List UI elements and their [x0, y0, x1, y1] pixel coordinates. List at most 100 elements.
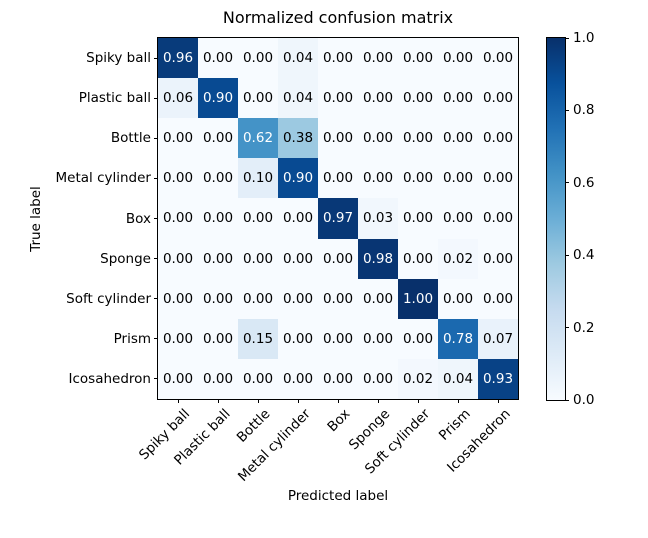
x-tick-mark [337, 399, 339, 403]
y-tick-mark [154, 97, 158, 99]
matrix-cell: 0.00 [358, 158, 398, 199]
matrix-cell: 0.00 [198, 278, 238, 319]
matrix-cell: 0.90 [278, 158, 318, 199]
matrix-cell: 0.00 [478, 198, 518, 239]
matrix-cell: 0.00 [158, 198, 198, 239]
matrix-cell: 0.00 [238, 358, 278, 399]
matrix-cell: 0.00 [478, 38, 518, 79]
matrix-cell: 0.00 [278, 358, 318, 399]
matrix-cell: 0.00 [238, 38, 278, 79]
matrix-cell: 0.00 [398, 78, 438, 119]
matrix-cell: 0.93 [478, 358, 518, 399]
y-tick-label: Icosahedron [68, 370, 151, 387]
matrix-cell: 0.00 [478, 278, 518, 319]
matrix-cell: 0.00 [358, 38, 398, 79]
y-tick-label: Spiky ball [86, 50, 151, 67]
matrix-cell: 0.00 [478, 238, 518, 279]
y-tick-mark [154, 218, 158, 219]
y-tick-mark [154, 338, 158, 340]
matrix-cell: 0.00 [318, 238, 358, 279]
matrix-cell: 0.00 [278, 278, 318, 319]
x-tick-label-text: Box [324, 406, 354, 436]
colorbar-tick-mark [565, 37, 569, 39]
matrix-cell: 0.00 [278, 238, 318, 279]
matrix-cell: 0.98 [358, 238, 398, 279]
matrix-cell: 0.02 [438, 238, 478, 279]
matrix-cell: 0.00 [158, 318, 198, 359]
matrix-cell: 0.00 [198, 158, 238, 199]
matrix-cell: 0.06 [158, 78, 198, 119]
matrix-cell: 0.00 [438, 158, 478, 199]
x-tick-mark [377, 399, 379, 403]
matrix-cell: 0.00 [278, 198, 318, 239]
matrix-cell: 0.00 [398, 118, 438, 159]
y-tick-mark [154, 258, 158, 260]
matrix-cell: 0.00 [318, 318, 358, 359]
colorbar-tick-mark [565, 109, 569, 111]
heatmap: 0.96 0.00 0.00 0.04 0.00 0.00 0.00 0.00 0.00 0.06… [157, 37, 519, 400]
matrix-cell: 0.38 [278, 118, 318, 159]
x-tick-mark [177, 399, 179, 403]
matrix-cell: 0.00 [158, 358, 198, 399]
matrix-cell: 0.90 [198, 78, 238, 119]
x-axis-label: Predicted label [287, 488, 389, 504]
colorbar-tick-label: 0.2 [573, 319, 595, 336]
matrix-cell: 0.96 [158, 38, 198, 79]
matrix-cell: 0.00 [398, 318, 438, 359]
x-tick-label-text: Prism [435, 406, 474, 444]
colorbar-tick-label: 0.8 [573, 102, 595, 119]
matrix-cell: 0.10 [238, 158, 278, 199]
chart-title: Normalized confusion matrix [222, 8, 454, 27]
colorbar-tick-label: 0.4 [573, 247, 595, 264]
colorbar-tick-mark [565, 327, 569, 329]
x-tick-mark [257, 399, 259, 403]
matrix-cell: 0.00 [318, 358, 358, 399]
matrix-cell: 0.00 [158, 118, 198, 159]
y-tick-label: Soft cylinder [66, 290, 151, 307]
matrix-cell: 0.00 [198, 118, 238, 159]
matrix-cell: 0.15 [238, 318, 278, 359]
matrix-cell: 0.00 [198, 198, 238, 239]
y-tick-label: Metal cylinder [55, 170, 151, 187]
matrix-cell: 0.00 [438, 38, 478, 79]
matrix-cell: 0.00 [398, 38, 438, 79]
matrix-cell: 0.78 [438, 318, 478, 359]
x-tick-mark [297, 399, 299, 403]
matrix-cell: 0.00 [198, 318, 238, 359]
matrix-cell: 0.00 [158, 278, 198, 319]
matrix-cell: 0.00 [478, 78, 518, 119]
matrix-cell: 0.00 [438, 118, 478, 159]
y-tick-mark [154, 298, 158, 300]
matrix-cell: 0.00 [318, 38, 358, 79]
matrix-cell: 0.07 [478, 318, 518, 359]
y-tick-label: Bottle [110, 130, 151, 147]
matrix-cell: 0.00 [358, 118, 398, 159]
matrix-cell: 1.00 [398, 278, 438, 319]
x-tick-mark [417, 399, 419, 403]
x-tick-mark [497, 399, 499, 403]
matrix-cell: 0.00 [478, 118, 518, 159]
matrix-cell: 0.00 [238, 278, 278, 319]
colorbar-tick-mark [565, 182, 569, 184]
matrix-cell: 0.00 [398, 198, 438, 239]
x-tick-mark [457, 399, 459, 403]
matrix-cell: 0.00 [318, 118, 358, 159]
colorbar-tick-label: 1.0 [573, 30, 595, 46]
y-tick-label: Plastic ball [78, 90, 151, 107]
matrix-cell: 0.00 [358, 318, 398, 359]
y-tick-label: Prism [113, 330, 151, 347]
colorbar-tick-label: 0.6 [573, 174, 595, 191]
matrix-cell: 0.04 [438, 358, 478, 399]
colorbar-tick-mark [565, 399, 569, 401]
y-tick-mark [154, 177, 158, 179]
matrix-cell: 0.00 [198, 38, 238, 79]
matrix-cell: 0.62 [238, 118, 278, 159]
matrix-cell: 0.00 [398, 238, 438, 279]
matrix-cell: 0.04 [278, 38, 318, 79]
matrix-cell: 0.00 [158, 158, 198, 199]
matrix-cell: 0.00 [438, 278, 478, 319]
colorbar-tick-label: 0.0 [573, 392, 595, 408]
matrix-cell: 0.00 [318, 158, 358, 199]
matrix-cell: 0.00 [158, 238, 198, 279]
